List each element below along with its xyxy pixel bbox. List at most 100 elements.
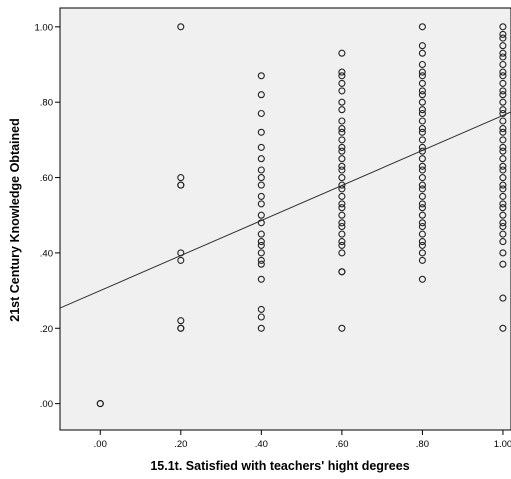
data-point bbox=[177, 181, 185, 189]
data-point bbox=[418, 72, 426, 80]
data-point bbox=[338, 143, 346, 151]
data-point bbox=[338, 72, 346, 80]
data-point bbox=[257, 230, 265, 238]
data-point bbox=[499, 106, 507, 114]
data-point bbox=[257, 181, 265, 189]
data-point bbox=[499, 155, 507, 163]
data-point bbox=[338, 49, 346, 57]
data-point bbox=[257, 313, 265, 321]
data-point bbox=[418, 238, 426, 246]
data-point bbox=[257, 241, 265, 249]
data-point bbox=[418, 181, 426, 189]
data-point bbox=[418, 49, 426, 57]
y-tick-label: .00 bbox=[40, 399, 53, 410]
y-tick-label: .40 bbox=[40, 248, 53, 259]
x-tick-label: .20 bbox=[174, 439, 187, 450]
data-point bbox=[418, 155, 426, 163]
y-tick-label: .80 bbox=[40, 98, 53, 109]
data-point bbox=[418, 68, 426, 76]
data-point bbox=[499, 72, 507, 80]
data-point bbox=[338, 166, 346, 174]
data-point bbox=[418, 143, 426, 151]
data-point bbox=[499, 42, 507, 50]
data-point bbox=[177, 256, 185, 264]
data-point bbox=[499, 143, 507, 151]
data-point bbox=[177, 174, 185, 182]
data-point bbox=[499, 79, 507, 87]
data-point bbox=[499, 260, 507, 268]
data-point bbox=[338, 155, 346, 163]
y-tick-label: .20 bbox=[40, 324, 53, 335]
data-point bbox=[338, 268, 346, 276]
data-point bbox=[499, 30, 507, 38]
data-point bbox=[499, 68, 507, 76]
data-point bbox=[257, 275, 265, 283]
data-point bbox=[499, 128, 507, 136]
data-point bbox=[257, 211, 265, 219]
points-layer bbox=[96, 23, 507, 408]
data-point bbox=[257, 72, 265, 80]
x-tick-label: .00 bbox=[94, 439, 107, 450]
data-point bbox=[418, 106, 426, 114]
data-point bbox=[338, 181, 346, 189]
data-point bbox=[338, 117, 346, 125]
data-point bbox=[499, 91, 507, 99]
x-tick-label: .40 bbox=[255, 439, 268, 450]
data-point bbox=[499, 204, 507, 212]
data-point bbox=[418, 42, 426, 50]
data-point bbox=[257, 192, 265, 200]
data-point bbox=[338, 230, 346, 238]
plot-area bbox=[59, 7, 511, 431]
data-point bbox=[499, 294, 507, 302]
fit-line-layer bbox=[59, 111, 511, 309]
data-point bbox=[257, 238, 265, 246]
data-point bbox=[338, 174, 346, 182]
data-point bbox=[418, 60, 426, 69]
data-point bbox=[338, 200, 346, 208]
data-point bbox=[177, 249, 185, 257]
y-axis-title: 21st Century Knowledge Obtained bbox=[8, 118, 22, 322]
data-point bbox=[418, 23, 426, 31]
data-point bbox=[177, 324, 185, 332]
data-point bbox=[338, 204, 346, 212]
data-point bbox=[338, 98, 346, 106]
x-axis-title: 15.1t. Satisfied with teachers' hight de… bbox=[150, 459, 409, 473]
data-point bbox=[338, 125, 346, 133]
y-tick-label: .60 bbox=[40, 173, 53, 184]
fit-line bbox=[59, 111, 511, 309]
x-tick-label: .60 bbox=[335, 439, 348, 450]
data-point bbox=[418, 98, 426, 106]
data-point bbox=[418, 222, 426, 231]
data-point bbox=[338, 241, 346, 249]
data-point bbox=[499, 117, 507, 125]
data-point bbox=[418, 219, 426, 227]
data-point bbox=[257, 200, 265, 208]
data-point bbox=[499, 125, 507, 133]
data-point bbox=[257, 305, 265, 313]
data-point bbox=[418, 128, 426, 136]
data-point bbox=[499, 34, 507, 42]
data-point bbox=[499, 211, 507, 219]
data-point bbox=[338, 249, 346, 257]
data-point bbox=[418, 117, 426, 125]
data-point bbox=[499, 222, 507, 231]
data-point bbox=[499, 192, 507, 200]
data-point bbox=[418, 192, 426, 200]
x-tick-label: 1.00 bbox=[494, 439, 511, 450]
data-point bbox=[418, 204, 426, 212]
x-tick-label: .80 bbox=[416, 439, 429, 450]
data-point bbox=[338, 68, 346, 76]
data-point bbox=[257, 155, 265, 163]
data-point bbox=[257, 260, 265, 268]
data-point bbox=[418, 211, 426, 219]
data-point bbox=[177, 317, 185, 325]
data-point bbox=[338, 128, 346, 136]
data-point bbox=[499, 181, 507, 189]
data-point bbox=[418, 87, 426, 95]
data-point bbox=[499, 147, 507, 155]
data-point bbox=[499, 166, 507, 174]
data-point bbox=[418, 275, 426, 283]
data-point bbox=[499, 174, 507, 182]
data-point bbox=[257, 324, 265, 332]
